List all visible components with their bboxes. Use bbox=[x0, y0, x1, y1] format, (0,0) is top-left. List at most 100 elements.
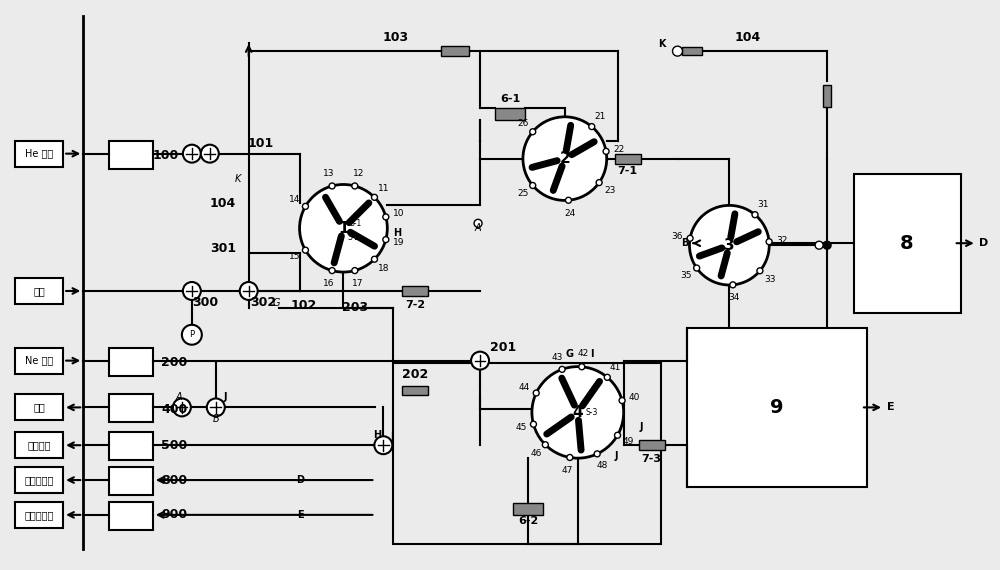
Bar bbox=[15, 348, 63, 373]
Text: 21: 21 bbox=[594, 112, 606, 121]
Text: J: J bbox=[615, 451, 618, 461]
Text: 203: 203 bbox=[342, 302, 368, 315]
Bar bbox=[15, 394, 63, 420]
Text: 43: 43 bbox=[552, 353, 563, 362]
Circle shape bbox=[240, 282, 258, 300]
Bar bbox=[15, 467, 63, 493]
Text: Ne 载气: Ne 载气 bbox=[25, 356, 53, 365]
Text: 6-1: 6-1 bbox=[500, 94, 520, 104]
Circle shape bbox=[673, 46, 682, 56]
Text: 104: 104 bbox=[734, 31, 760, 44]
Bar bbox=[393, 363, 661, 544]
Text: 301: 301 bbox=[210, 242, 236, 255]
Text: H: H bbox=[373, 430, 381, 440]
Text: 400: 400 bbox=[161, 403, 187, 416]
Circle shape bbox=[302, 247, 308, 253]
Circle shape bbox=[530, 182, 536, 189]
Text: 34: 34 bbox=[728, 293, 740, 302]
Circle shape bbox=[182, 325, 202, 345]
Circle shape bbox=[687, 235, 693, 241]
Text: 8: 8 bbox=[900, 234, 914, 253]
Circle shape bbox=[530, 129, 536, 135]
Text: A: A bbox=[176, 393, 182, 402]
Circle shape bbox=[183, 145, 201, 162]
Text: 载气: 载气 bbox=[33, 402, 45, 413]
Bar bbox=[109, 467, 153, 495]
Text: 7-2: 7-2 bbox=[405, 300, 425, 310]
Text: 200: 200 bbox=[161, 356, 187, 369]
Text: 19: 19 bbox=[393, 238, 404, 247]
Text: K: K bbox=[658, 39, 665, 49]
Text: 14: 14 bbox=[289, 196, 300, 205]
Text: 103: 103 bbox=[382, 31, 408, 44]
Circle shape bbox=[603, 148, 609, 154]
Text: 900: 900 bbox=[161, 508, 187, 522]
Circle shape bbox=[589, 124, 595, 129]
Text: 25: 25 bbox=[517, 189, 528, 198]
Circle shape bbox=[694, 265, 700, 271]
Text: 22: 22 bbox=[613, 145, 624, 153]
Bar bbox=[109, 432, 153, 460]
Circle shape bbox=[594, 451, 600, 457]
Bar bbox=[495, 108, 525, 120]
Circle shape bbox=[752, 211, 758, 218]
Text: 36: 36 bbox=[672, 231, 683, 241]
Text: 800: 800 bbox=[161, 474, 187, 487]
Text: 49: 49 bbox=[623, 437, 634, 446]
Circle shape bbox=[300, 185, 387, 272]
Circle shape bbox=[523, 117, 607, 201]
Text: 11: 11 bbox=[378, 184, 389, 193]
Bar bbox=[15, 278, 63, 304]
Text: E: E bbox=[297, 510, 304, 520]
Circle shape bbox=[371, 256, 377, 262]
Bar bbox=[823, 85, 831, 107]
Text: 12: 12 bbox=[352, 169, 364, 178]
Circle shape bbox=[619, 397, 625, 404]
Circle shape bbox=[474, 219, 482, 227]
Text: A: A bbox=[475, 223, 481, 233]
Text: 45: 45 bbox=[515, 423, 527, 432]
Text: 13: 13 bbox=[323, 169, 334, 178]
Circle shape bbox=[615, 432, 621, 438]
Text: 检测器残气: 检测器残气 bbox=[25, 475, 54, 485]
Circle shape bbox=[371, 194, 377, 200]
Circle shape bbox=[302, 203, 308, 209]
Text: 500: 500 bbox=[161, 439, 187, 451]
Text: 302: 302 bbox=[251, 296, 277, 310]
Text: 104: 104 bbox=[210, 197, 236, 210]
Bar bbox=[682, 47, 702, 55]
Text: G: G bbox=[566, 349, 574, 359]
Text: K: K bbox=[235, 173, 241, 184]
Circle shape bbox=[329, 267, 335, 274]
Bar bbox=[402, 286, 428, 296]
Text: 202: 202 bbox=[402, 368, 428, 381]
Text: 41: 41 bbox=[610, 363, 621, 372]
Text: 300: 300 bbox=[192, 296, 218, 310]
Circle shape bbox=[352, 183, 358, 189]
Circle shape bbox=[207, 398, 225, 416]
Bar bbox=[109, 141, 153, 169]
Text: J: J bbox=[640, 422, 643, 432]
Text: 6-2: 6-2 bbox=[518, 516, 538, 526]
Circle shape bbox=[596, 180, 602, 186]
Text: S-2: S-2 bbox=[347, 233, 360, 242]
Text: 9: 9 bbox=[770, 398, 784, 417]
Circle shape bbox=[173, 398, 191, 416]
Text: P: P bbox=[189, 330, 194, 339]
Text: S-3: S-3 bbox=[586, 408, 598, 417]
Circle shape bbox=[579, 364, 585, 370]
Circle shape bbox=[604, 374, 610, 380]
Bar bbox=[109, 394, 153, 422]
Circle shape bbox=[815, 241, 823, 249]
Circle shape bbox=[201, 145, 219, 162]
Circle shape bbox=[689, 205, 769, 285]
Text: 42: 42 bbox=[577, 349, 589, 359]
Circle shape bbox=[471, 352, 489, 369]
Text: 44: 44 bbox=[519, 383, 530, 392]
Text: G: G bbox=[273, 298, 280, 308]
Text: B: B bbox=[681, 238, 688, 248]
Text: 检测器残气: 检测器残气 bbox=[25, 510, 54, 520]
Circle shape bbox=[183, 282, 201, 300]
Circle shape bbox=[542, 442, 548, 447]
Text: 4: 4 bbox=[572, 405, 583, 420]
